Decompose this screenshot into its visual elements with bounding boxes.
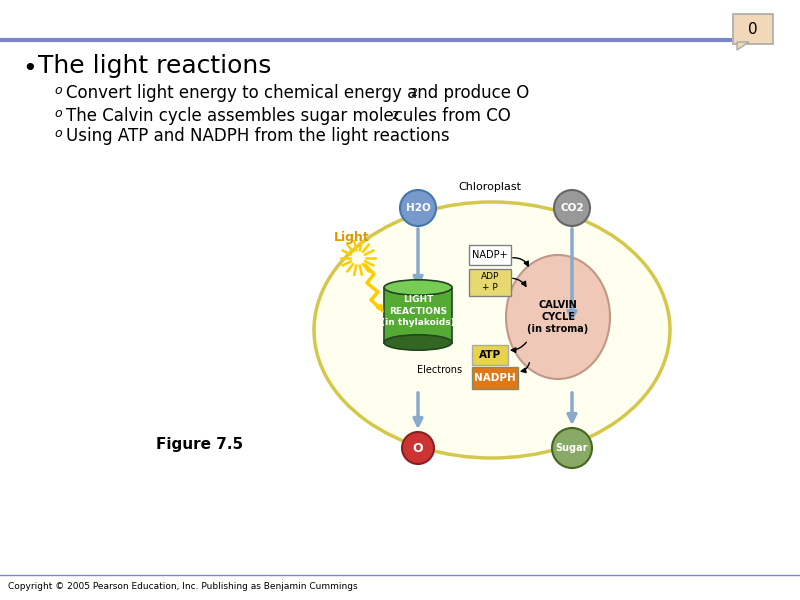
FancyBboxPatch shape: [469, 269, 511, 296]
Text: Using ATP and NADPH from the light reactions: Using ATP and NADPH from the light react…: [66, 127, 450, 145]
Text: LIGHT
REACTIONS
(in thylakoids): LIGHT REACTIONS (in thylakoids): [381, 295, 455, 326]
Bar: [384, 287, 452, 343]
Text: ADP
+ P: ADP + P: [481, 272, 499, 292]
Text: Electrons: Electrons: [417, 365, 462, 375]
Circle shape: [552, 428, 592, 468]
Ellipse shape: [384, 335, 452, 350]
Text: Chloroplast: Chloroplast: [458, 182, 522, 192]
Text: o: o: [54, 84, 62, 97]
Circle shape: [554, 190, 590, 226]
Text: o: o: [54, 127, 62, 140]
Text: Light: Light: [334, 232, 370, 245]
Ellipse shape: [314, 202, 670, 458]
Circle shape: [400, 190, 436, 226]
Text: o: o: [54, 107, 62, 120]
Text: 0: 0: [748, 22, 758, 37]
FancyArrowPatch shape: [511, 342, 526, 352]
FancyArrowPatch shape: [513, 278, 526, 286]
FancyArrowPatch shape: [522, 363, 530, 373]
Polygon shape: [737, 42, 749, 50]
FancyBboxPatch shape: [469, 245, 511, 265]
Text: CALVIN
CYCLE
(in stroma): CALVIN CYCLE (in stroma): [527, 299, 589, 334]
Ellipse shape: [384, 280, 452, 295]
Text: CO2: CO2: [560, 203, 584, 213]
FancyBboxPatch shape: [472, 345, 508, 365]
Text: The light reactions: The light reactions: [38, 54, 271, 78]
Text: NADP+: NADP+: [472, 250, 508, 260]
Text: •: •: [22, 57, 37, 81]
Text: O: O: [413, 442, 423, 455]
Text: Copyright © 2005 Pearson Education, Inc. Publishing as Benjamin Cummings: Copyright © 2005 Pearson Education, Inc.…: [8, 582, 358, 591]
Text: NADPH: NADPH: [474, 373, 516, 383]
Ellipse shape: [506, 255, 610, 379]
Text: ATP: ATP: [479, 350, 501, 360]
FancyArrowPatch shape: [513, 258, 528, 266]
FancyBboxPatch shape: [733, 14, 773, 44]
Text: Sugar: Sugar: [556, 443, 588, 453]
Text: The Calvin cycle assembles sugar molecules from CO: The Calvin cycle assembles sugar molecul…: [66, 107, 510, 125]
Text: H2O: H2O: [406, 203, 430, 213]
Text: Convert light energy to chemical energy and produce O: Convert light energy to chemical energy …: [66, 84, 530, 102]
Text: 2: 2: [410, 88, 418, 98]
Text: Figure 7.5: Figure 7.5: [157, 437, 243, 452]
Circle shape: [402, 432, 434, 464]
FancyBboxPatch shape: [472, 367, 518, 389]
Text: 2: 2: [391, 111, 398, 121]
